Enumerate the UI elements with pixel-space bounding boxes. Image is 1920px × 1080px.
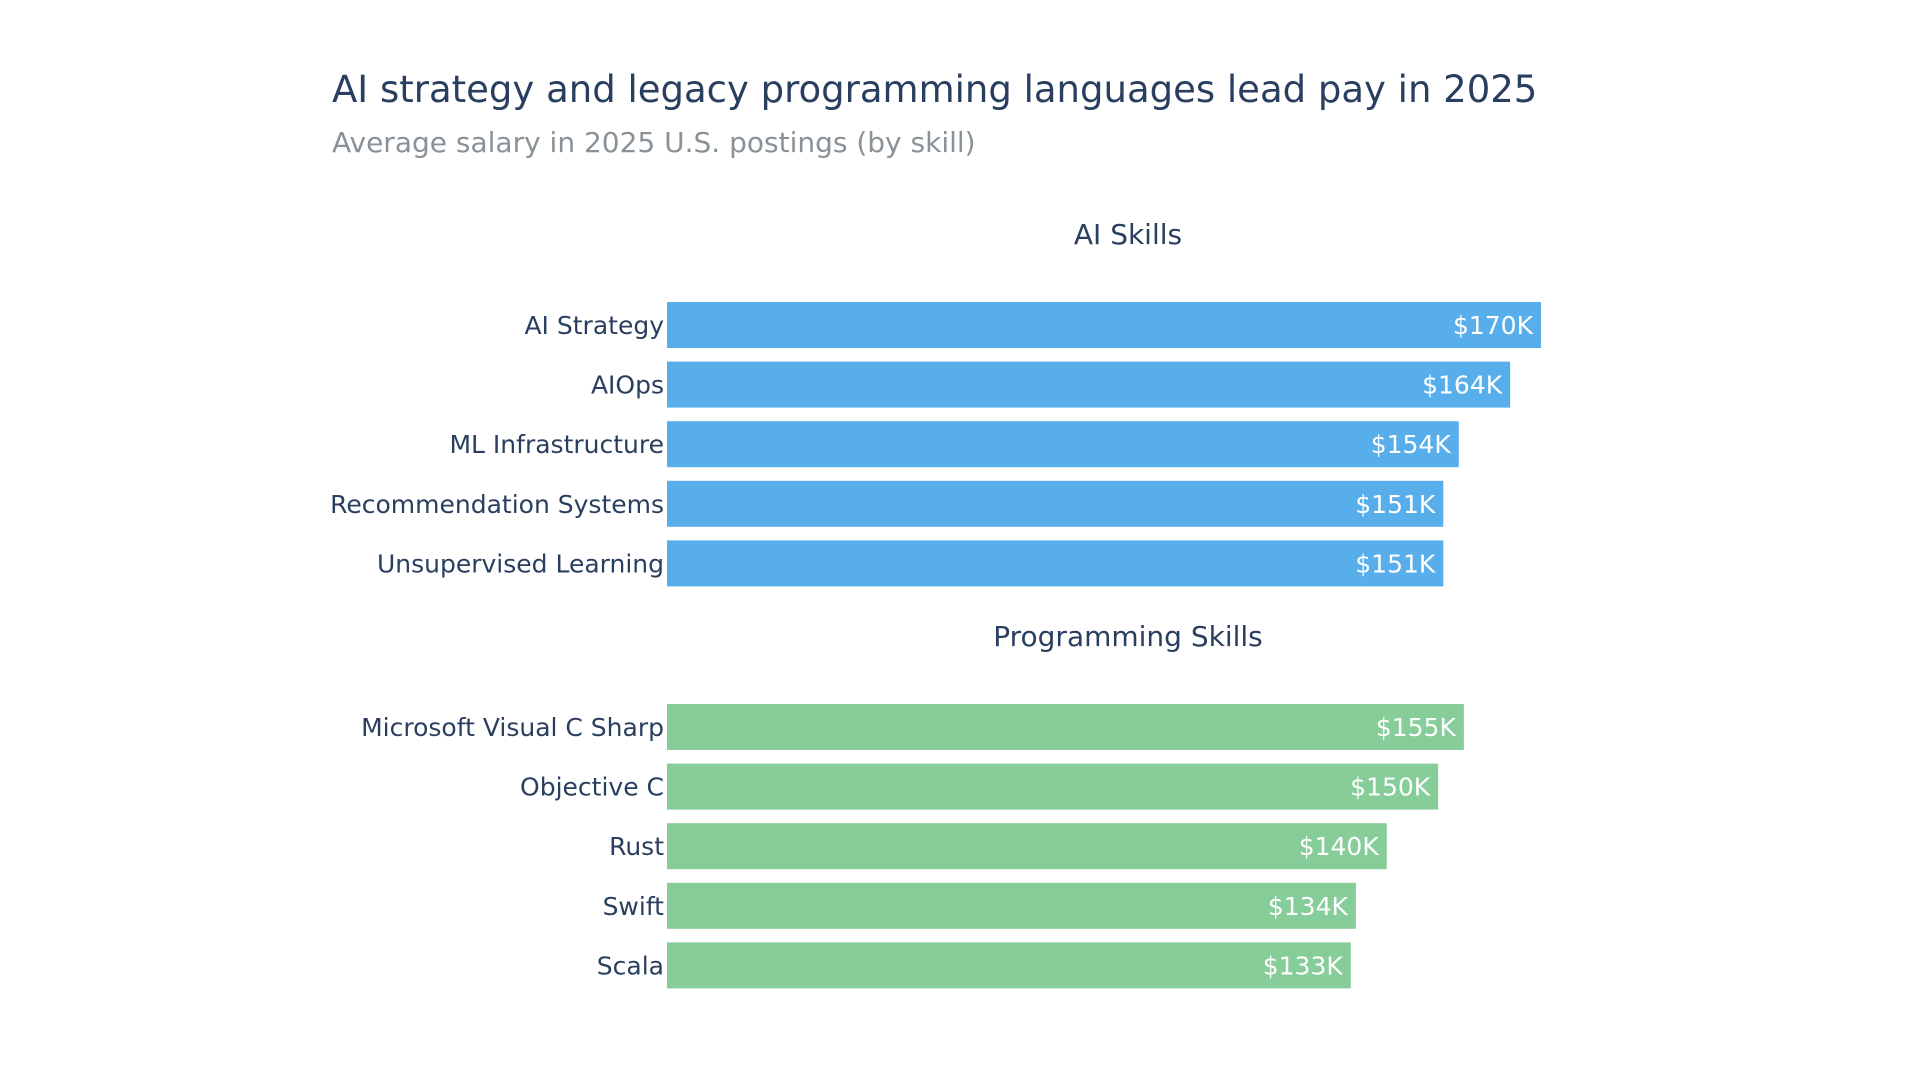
bar — [667, 882, 1356, 929]
data-label: $154K — [1371, 430, 1452, 459]
category-label: Unsupervised Learning — [377, 549, 664, 578]
panel-title: AI Skills — [1074, 218, 1182, 251]
bar — [667, 421, 1459, 468]
category-label: AI Strategy — [524, 311, 664, 340]
bar — [667, 302, 1541, 348]
category-label: Microsoft Visual C Sharp — [361, 713, 664, 742]
bar — [667, 763, 1439, 810]
category-label: Swift — [603, 892, 665, 921]
category-label: Rust — [609, 832, 664, 861]
data-label: $134K — [1268, 892, 1349, 921]
data-label: $155K — [1376, 713, 1457, 742]
category-label: Scala — [597, 951, 664, 980]
chart-subtitle: Average salary in 2025 U.S. postings (by… — [332, 126, 976, 159]
data-label: $133K — [1263, 951, 1344, 980]
data-label: $164K — [1422, 371, 1503, 400]
chart-title: AI strategy and legacy programming langu… — [332, 68, 1537, 111]
bar — [667, 361, 1511, 408]
data-label: $170K — [1453, 311, 1534, 340]
category-label: Objective C — [520, 773, 664, 802]
panel-title: Programming Skills — [993, 620, 1263, 653]
bar — [667, 823, 1387, 870]
bar — [667, 942, 1351, 989]
bar — [667, 704, 1464, 750]
bar — [667, 480, 1444, 527]
category-label: AIOps — [591, 371, 664, 400]
category-label: Recommendation Systems — [330, 490, 664, 519]
data-label: $150K — [1350, 773, 1431, 802]
data-label: $140K — [1299, 832, 1380, 861]
bar — [667, 540, 1444, 587]
data-label: $151K — [1355, 490, 1436, 519]
category-label: ML Infrastructure — [449, 430, 664, 459]
data-label: $151K — [1355, 549, 1436, 578]
